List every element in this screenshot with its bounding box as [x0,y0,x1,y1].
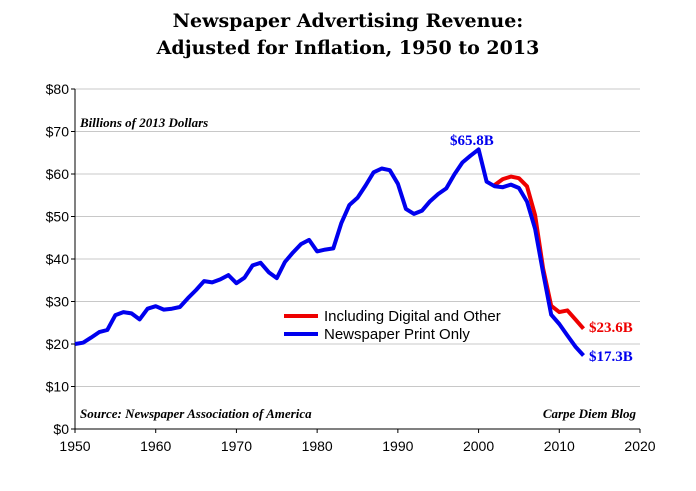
x-tick-label: 1950 [59,438,90,454]
y-tick-label: $50 [46,209,70,225]
y-tick-label: $0 [53,421,69,437]
y-tick-label: $70 [46,124,70,140]
y-tick-label: $80 [46,81,70,97]
end-label-digital: $23.6B [589,320,633,336]
x-tick-label: 1980 [302,438,333,454]
x-tick-label: 2000 [463,438,494,454]
x-tick-label: 1990 [382,438,413,454]
credit-note: Carpe Diem Blog [543,406,637,421]
y-tick-label: $40 [46,251,70,267]
x-tick-label: 2010 [544,438,575,454]
end-label-print: $17.3B [589,349,633,365]
chart-title: Newspaper Advertising Revenue: Adjusted … [0,8,696,62]
legend-label-digital: Including Digital and Other [324,308,501,325]
series-print-line [74,147,585,357]
y-tick-label: $20 [46,336,70,352]
peak-label: $65.8B [450,133,494,149]
title-line-1: Newspaper Advertising Revenue: [172,10,524,32]
unit-note: Billions of 2013 Dollars [79,115,208,130]
y-tick-label: $10 [46,379,70,395]
x-tick-label: 1970 [221,438,252,454]
y-tick-label: $60 [46,166,70,182]
source-note: Source: Newspaper Association of America [80,406,312,421]
x-tick-label: 2020 [624,438,655,454]
y-tick-label: $30 [46,294,70,310]
x-tick-label: 1960 [140,438,171,454]
legend-label-print: Newspaper Print Only [324,326,470,343]
title-line-2: Adjusted for Inflation, 1950 to 2013 [156,37,540,59]
